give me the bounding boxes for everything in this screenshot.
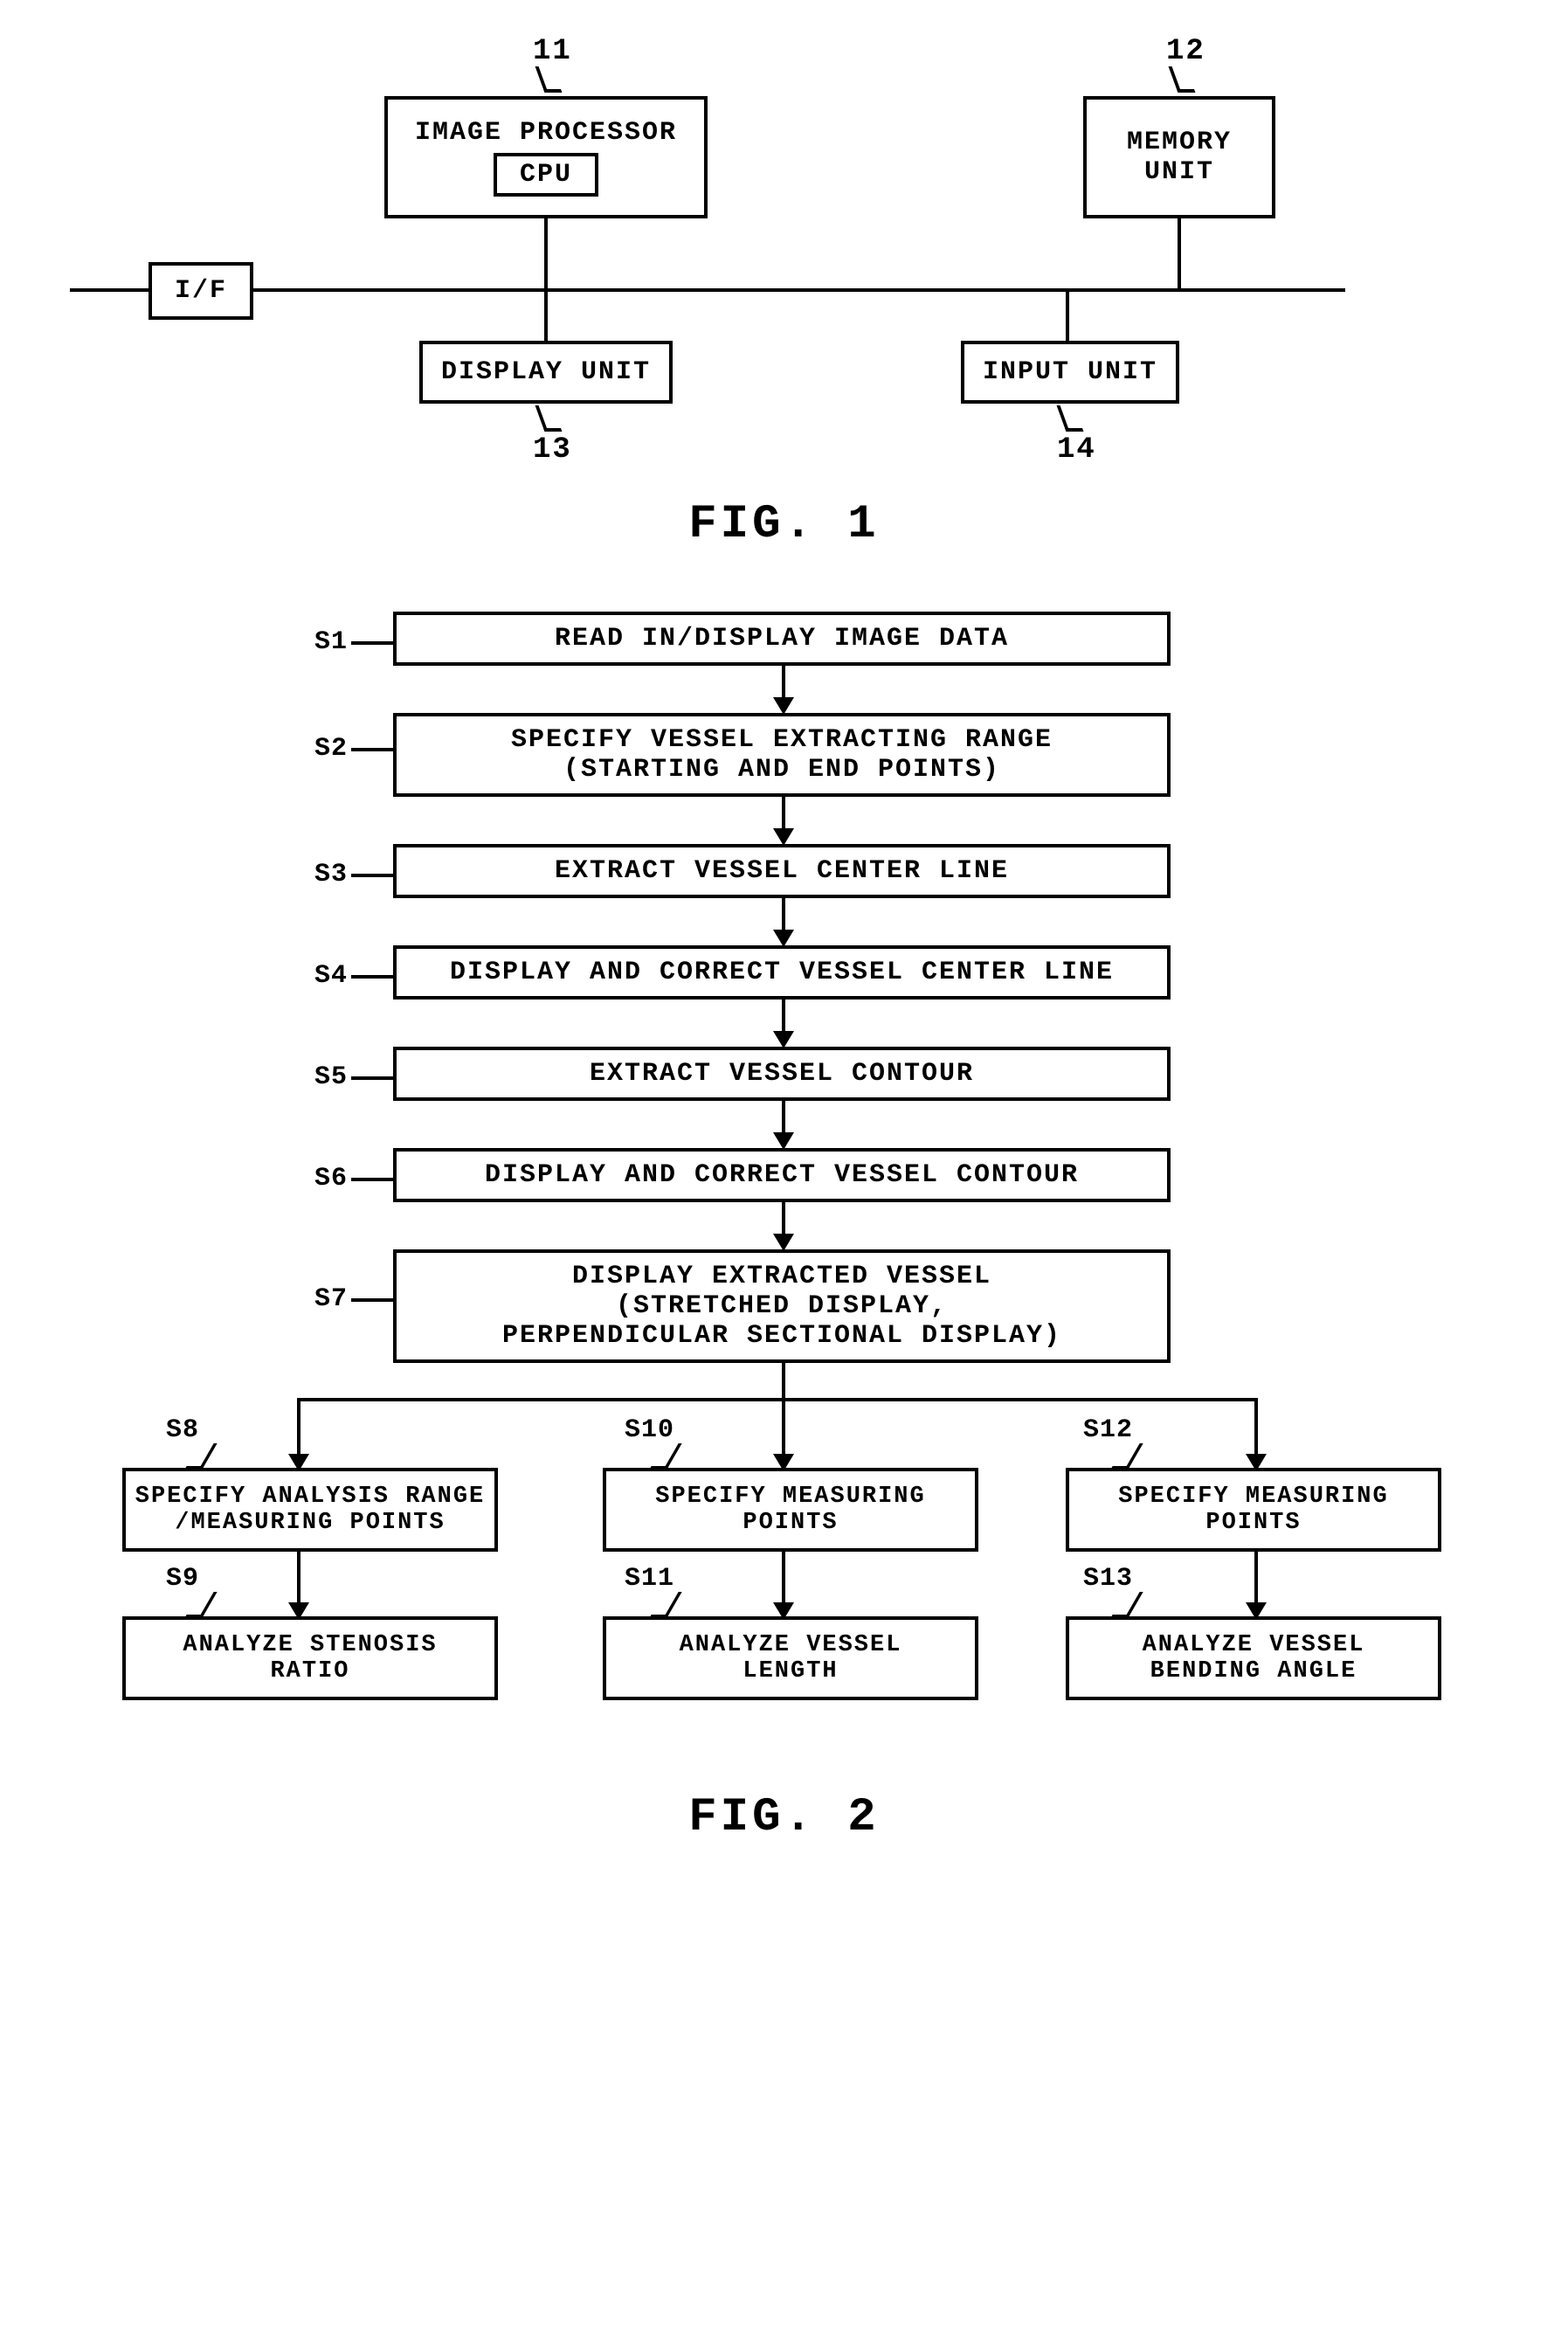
s8-label: S8: [166, 1415, 199, 1445]
s4-label: S4: [314, 961, 348, 991]
s3-box: EXTRACT VESSEL CENTER LINE: [393, 844, 1171, 898]
s1-box: READ IN/DISPLAY IMAGE DATA: [393, 612, 1171, 666]
s7-down: [782, 1363, 785, 1398]
interface-box: I/F: [149, 262, 253, 320]
conn-11: [544, 218, 548, 288]
s5-text: EXTRACT VESSEL CONTOUR: [590, 1059, 974, 1089]
s2-lead: [351, 748, 395, 751]
branch-h: [297, 1398, 1258, 1401]
figure-1: 11 IMAGE PROCESSOR CPU 12 MEMORY UNIT I/…: [35, 35, 1533, 542]
s9-text: ANALYZE STENOSIS RATIO: [183, 1632, 437, 1684]
interface-label: I/F: [175, 276, 227, 306]
conn-13: [544, 288, 548, 342]
s11-box: ANALYZE VESSEL LENGTH: [603, 1616, 978, 1700]
s3-label: S3: [314, 860, 348, 889]
fig2-caption: FIG. 2: [35, 1791, 1533, 1844]
ah-s1s2: [773, 697, 794, 715]
image-processor-box: IMAGE PROCESSOR CPU: [384, 96, 708, 218]
s10-text: SPECIFY MEASURING POINTS: [655, 1484, 925, 1536]
ref-14: 14: [1057, 433, 1096, 467]
cpu-box: CPU: [494, 153, 598, 197]
ah-s3s4: [773, 930, 794, 947]
s3-lead: [351, 874, 395, 877]
s2-text: SPECIFY VESSEL EXTRACTING RANGE (STARTIN…: [511, 725, 1053, 785]
s10-box: SPECIFY MEASURING POINTS: [603, 1468, 978, 1552]
ref-12: 12: [1166, 35, 1205, 68]
s6-label: S6: [314, 1164, 348, 1193]
s1-lead: [351, 641, 395, 645]
s5-lead: [351, 1076, 395, 1080]
b-left: [297, 1398, 300, 1459]
input-unit-label: INPUT UNIT: [983, 357, 1157, 387]
ref-11: 11: [533, 35, 572, 68]
s2-box: SPECIFY VESSEL EXTRACTING RANGE (STARTIN…: [393, 713, 1171, 797]
b-mid: [782, 1398, 785, 1459]
s12-text: SPECIFY MEASURING POINTS: [1118, 1484, 1388, 1536]
s11-tick: [649, 1592, 681, 1618]
display-unit-box: DISPLAY UNIT: [419, 341, 673, 404]
s4-lead: [351, 975, 395, 979]
s6-lead: [351, 1178, 395, 1181]
display-unit-label: DISPLAY UNIT: [441, 357, 651, 387]
s12-tick: [1110, 1443, 1143, 1470]
s11-label: S11: [625, 1564, 674, 1594]
bus-line-main: [253, 288, 1345, 292]
bus-line-left: [70, 288, 149, 292]
ref-11-tick: [535, 66, 563, 93]
figure-2: S1 READ IN/DISPLAY IMAGE DATA S2 SPECIFY…: [35, 612, 1533, 2167]
a-s10s11: [782, 1552, 785, 1608]
s9-tick: [184, 1592, 217, 1618]
ah-s4s5: [773, 1031, 794, 1048]
s1-text: READ IN/DISPLAY IMAGE DATA: [555, 624, 1009, 654]
ref-12-tick: [1169, 66, 1196, 93]
a-s8s9: [297, 1552, 300, 1608]
s10-label: S10: [625, 1415, 674, 1445]
s8-box: SPECIFY ANALYSIS RANGE /MEASURING POINTS: [122, 1468, 498, 1552]
s7-lead: [351, 1298, 395, 1302]
s13-tick: [1110, 1592, 1143, 1618]
ref-13: 13: [533, 433, 572, 467]
ah-s2s3: [773, 828, 794, 846]
s13-box: ANALYZE VESSEL BENDING ANGLE: [1066, 1616, 1441, 1700]
s8-text: SPECIFY ANALYSIS RANGE /MEASURING POINTS: [135, 1484, 485, 1536]
s12-label: S12: [1083, 1415, 1133, 1445]
s7-label: S7: [314, 1284, 348, 1314]
s4-box: DISPLAY AND CORRECT VESSEL CENTER LINE: [393, 945, 1171, 1000]
s10-tick: [649, 1443, 681, 1470]
conn-14: [1066, 288, 1069, 342]
memory-unit-label: MEMORY UNIT: [1127, 128, 1232, 187]
s6-box: DISPLAY AND CORRECT VESSEL CONTOUR: [393, 1148, 1171, 1202]
s13-text: ANALYZE VESSEL BENDING ANGLE: [1143, 1632, 1365, 1684]
b-right: [1254, 1398, 1258, 1459]
ah-s5s6: [773, 1132, 794, 1150]
s9-box: ANALYZE STENOSIS RATIO: [122, 1616, 498, 1700]
s13-label: S13: [1083, 1564, 1133, 1594]
s4-text: DISPLAY AND CORRECT VESSEL CENTER LINE: [450, 958, 1114, 987]
conn-12: [1178, 218, 1181, 288]
s9-label: S9: [166, 1564, 199, 1594]
ref-13-tick: [535, 405, 563, 432]
s7-box: DISPLAY EXTRACTED VESSEL (STRETCHED DISP…: [393, 1249, 1171, 1363]
ah-s6s7: [773, 1234, 794, 1251]
s1-label: S1: [314, 627, 348, 657]
s12-box: SPECIFY MEASURING POINTS: [1066, 1468, 1441, 1552]
memory-unit-box: MEMORY UNIT: [1083, 96, 1275, 218]
image-processor-label: IMAGE PROCESSOR: [415, 118, 677, 148]
s11-text: ANALYZE VESSEL LENGTH: [680, 1632, 902, 1684]
s5-box: EXTRACT VESSEL CONTOUR: [393, 1047, 1171, 1101]
s7-text: DISPLAY EXTRACTED VESSEL (STRETCHED DISP…: [502, 1262, 1061, 1351]
s2-label: S2: [314, 734, 348, 764]
s6-text: DISPLAY AND CORRECT VESSEL CONTOUR: [485, 1160, 1079, 1190]
s5-label: S5: [314, 1062, 348, 1092]
s3-text: EXTRACT VESSEL CENTER LINE: [555, 856, 1009, 886]
input-unit-box: INPUT UNIT: [961, 341, 1179, 404]
a-s12s13: [1254, 1552, 1258, 1608]
fig1-caption: FIG. 1: [35, 498, 1533, 551]
s8-tick: [184, 1443, 217, 1470]
ref-14-tick: [1057, 405, 1084, 432]
